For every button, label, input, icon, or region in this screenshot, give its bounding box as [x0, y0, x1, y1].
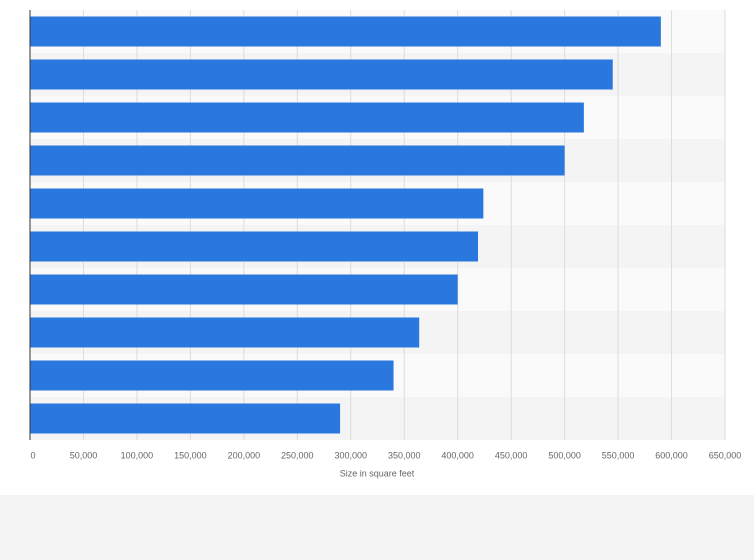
x-tick-label: 150,000: [174, 450, 207, 460]
x-tick-label: 0: [30, 450, 35, 460]
x-axis-label: Size in square feet: [340, 468, 415, 478]
x-tick-label: 400,000: [441, 450, 474, 460]
x-tick-label: 50,000: [70, 450, 98, 460]
x-tick-label: 100,000: [121, 450, 154, 460]
x-tick-label: 650,000: [709, 450, 742, 460]
bar: [30, 403, 341, 434]
bar: [30, 360, 394, 391]
x-tick-label: 600,000: [655, 450, 688, 460]
x-tick-label: 500,000: [548, 450, 581, 460]
x-tick-label: 200,000: [228, 450, 261, 460]
x-tick-label: 550,000: [602, 450, 635, 460]
bar: [30, 16, 661, 47]
bar: [30, 274, 458, 305]
bar: [30, 102, 584, 133]
x-tick-label: 300,000: [334, 450, 367, 460]
bar: [30, 145, 565, 176]
bar: [30, 59, 613, 90]
bar: [30, 317, 420, 348]
x-tick-label: 350,000: [388, 450, 421, 460]
bar: [30, 231, 479, 262]
x-tick-label: 450,000: [495, 450, 528, 460]
x-tick-label: 250,000: [281, 450, 314, 460]
bar: [30, 188, 484, 219]
